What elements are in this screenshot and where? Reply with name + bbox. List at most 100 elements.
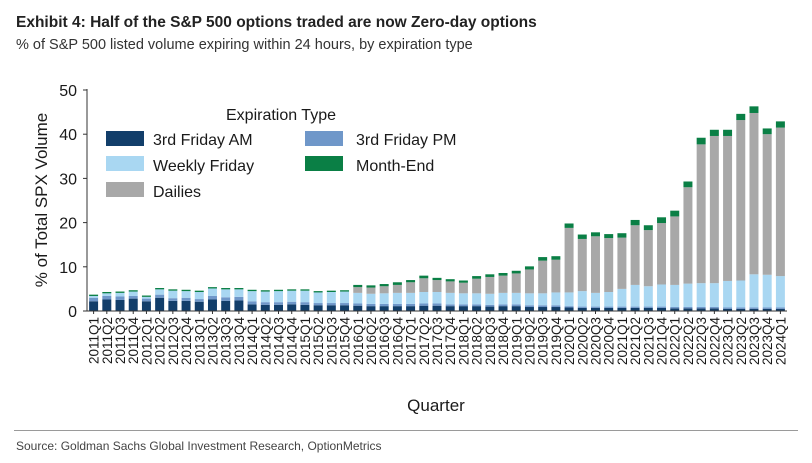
legend-label-3rd-friday-am: 3rd Friday AM [153, 132, 253, 149]
bar-segment [749, 308, 759, 311]
bar-segment [749, 274, 759, 308]
bar-segment [564, 292, 574, 307]
bar-segment [300, 302, 310, 305]
bar-segment [749, 112, 759, 275]
x-tick-label: 2020Q3 [588, 317, 603, 365]
x-tick-label: 2014Q1 [245, 317, 260, 365]
bar-segment [458, 282, 468, 294]
x-tick-label: 2011Q3 [113, 317, 128, 364]
bar-segment [524, 266, 534, 270]
bar-segment [340, 290, 350, 292]
bar-segment [406, 306, 416, 311]
bar-segment [604, 234, 614, 239]
bar-segment [630, 307, 640, 311]
bar-segment [630, 225, 640, 285]
bar-segment [89, 297, 99, 302]
bar-segment [194, 290, 204, 292]
bar-segment [221, 288, 231, 290]
bar-segment [155, 288, 165, 290]
bar-segment [366, 293, 376, 304]
bar-segment [445, 292, 455, 305]
bar-segment [643, 306, 653, 308]
x-tick-label: 2020Q1 [562, 317, 577, 365]
bar-segment [141, 295, 151, 297]
x-tick-label: 2021Q3 [641, 317, 656, 365]
bar-segment [458, 306, 468, 311]
bar-segment [709, 307, 719, 309]
x-tick-label: 2020Q4 [602, 317, 617, 366]
x-tick-label: 2014Q4 [285, 317, 300, 366]
bar-segment [89, 301, 99, 311]
bar-segment [511, 273, 521, 293]
bar-segment [326, 303, 336, 306]
bar-segment [432, 291, 442, 304]
bar-segment [445, 281, 455, 293]
bar-segment [300, 304, 310, 311]
bar-segment [340, 303, 350, 306]
bar-segment [366, 285, 376, 288]
bar-segment [353, 287, 363, 293]
bar-segment [498, 272, 508, 276]
bar-segment [234, 300, 244, 311]
x-tick-label: 2016Q3 [377, 317, 392, 365]
bar-segment [300, 290, 310, 303]
bar-segment [630, 306, 640, 308]
bar-segment [498, 304, 508, 307]
x-tick-label: 2019Q2 [522, 317, 537, 365]
bar-segment [683, 283, 693, 308]
bar-segment [419, 303, 429, 306]
x-tick-label: 2016Q1 [351, 317, 366, 365]
x-tick-label: 2022Q2 [681, 317, 696, 365]
x-tick-label: 2023Q2 [734, 317, 749, 365]
legend-swatch-3rd-friday-pm [305, 131, 343, 146]
legend-swatch-dailies [106, 182, 144, 197]
axes-layer [83, 89, 787, 314]
bar-segment [366, 306, 376, 311]
bars-layer [89, 106, 785, 311]
x-tick-labels: 2011Q12011Q22011Q32011Q42012Q12012Q22012… [87, 317, 789, 366]
x-axis-title: Quarter [407, 396, 465, 415]
bar-segment [168, 290, 178, 299]
bar-segment [274, 302, 283, 305]
bar-segment [577, 234, 587, 239]
x-tick-label: 2023Q4 [760, 317, 775, 366]
bar-segment [538, 305, 548, 308]
bar-segment [287, 289, 297, 291]
bar-segment [472, 276, 482, 279]
bar-segment [221, 289, 231, 298]
x-tick-label: 2015Q4 [338, 317, 353, 366]
bar-segment [472, 278, 482, 294]
bar-segment [591, 292, 600, 307]
bar-segment [274, 304, 283, 311]
bar-segment [353, 303, 363, 306]
bar-segment [511, 270, 521, 274]
bar-segment [617, 233, 627, 238]
bar-segment [643, 225, 653, 231]
bar-segment [657, 217, 667, 224]
bar-segment [723, 129, 733, 136]
bar-segment [207, 288, 217, 296]
x-tick-label: 2017Q2 [417, 317, 432, 365]
bar-segment [419, 305, 429, 311]
legend: Expiration Type 3rd Friday AM 3rd Friday… [106, 107, 456, 201]
bar-segment [194, 291, 204, 300]
bar-segment [313, 303, 323, 306]
bar-segment [762, 134, 772, 275]
bar-segment [392, 284, 402, 293]
bar-segment [577, 238, 587, 292]
x-tick-label: 2013Q4 [232, 317, 247, 366]
bar-segment [141, 301, 151, 311]
bar-segment [326, 291, 336, 304]
x-tick-label: 2011Q2 [100, 317, 115, 364]
bar-segment [155, 297, 165, 311]
bar-segment [524, 293, 534, 306]
bar-segment [564, 306, 574, 308]
bar-segment [723, 135, 733, 281]
bar-segment [102, 295, 112, 300]
bar-segment [696, 144, 706, 284]
bar-segment [524, 305, 534, 308]
bar-segment [577, 306, 587, 308]
bar-segment [445, 304, 455, 307]
x-tick-label: 2017Q4 [443, 317, 458, 366]
